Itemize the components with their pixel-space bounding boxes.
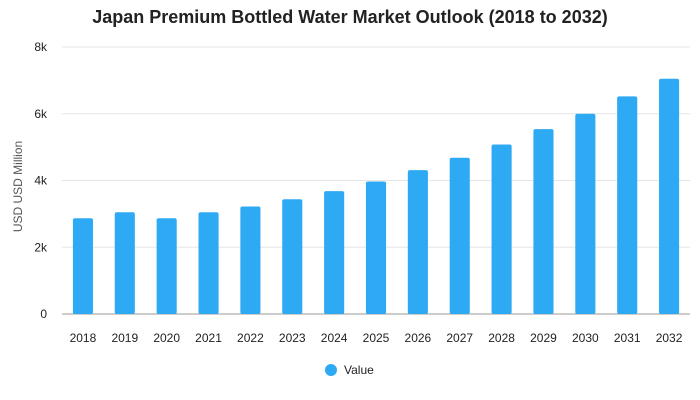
x-tick-label: 2021 bbox=[195, 331, 222, 345]
bar-2022[interactable] bbox=[240, 206, 261, 314]
x-tick-label: 2024 bbox=[321, 331, 348, 345]
x-tick-label: 2027 bbox=[446, 331, 473, 345]
chart-title: Japan Premium Bottled Water Market Outlo… bbox=[92, 7, 608, 27]
bar-2023[interactable] bbox=[282, 199, 303, 314]
legend-swatch-value bbox=[325, 364, 337, 376]
x-tick-label: 2026 bbox=[405, 331, 432, 345]
bar-2024[interactable] bbox=[324, 191, 345, 314]
y-tick-label: 8k bbox=[34, 40, 48, 54]
x-tick-label: 2031 bbox=[614, 331, 641, 345]
bar-2032[interactable] bbox=[659, 78, 680, 315]
bar-2019[interactable] bbox=[114, 212, 135, 314]
y-tick-labels: 0 2k 4k 6k 8k bbox=[34, 40, 48, 321]
y-tick-label: 4k bbox=[34, 174, 48, 188]
x-tick-label: 2018 bbox=[70, 331, 97, 345]
bar-2030[interactable] bbox=[575, 113, 596, 314]
x-tick-label: 2020 bbox=[153, 331, 180, 345]
bars bbox=[72, 78, 680, 315]
bar-2031[interactable] bbox=[617, 96, 638, 315]
bar-2020[interactable] bbox=[156, 218, 177, 314]
bar-2025[interactable] bbox=[365, 181, 387, 315]
legend-label-value: Value bbox=[344, 363, 374, 377]
x-tick-label: 2032 bbox=[656, 331, 683, 345]
bar-2026[interactable] bbox=[407, 170, 428, 314]
y-tick-label: 2k bbox=[34, 240, 48, 254]
x-tick-labels: 2018 2019 2020 2021 2022 2023 2024 2025 2026 2027… bbox=[70, 331, 683, 345]
y-axis-title: USD USD Million bbox=[11, 141, 25, 232]
bar-2021[interactable] bbox=[198, 212, 219, 314]
legend[interactable]: Value bbox=[325, 363, 374, 377]
bar-2018[interactable] bbox=[72, 218, 93, 314]
x-tick-label: 2029 bbox=[530, 331, 557, 345]
x-tick-label: 2022 bbox=[237, 331, 264, 345]
x-tick-label: 2030 bbox=[572, 331, 599, 345]
y-tick-label: 0 bbox=[40, 307, 47, 321]
x-tick-label: 2023 bbox=[279, 331, 306, 345]
y-tick-label: 6k bbox=[34, 107, 48, 121]
x-tick-label: 2025 bbox=[363, 331, 390, 345]
x-tick-label: 2019 bbox=[111, 331, 138, 345]
bar-2028[interactable] bbox=[491, 144, 512, 314]
bar-2029[interactable] bbox=[533, 129, 554, 314]
bar-2027[interactable] bbox=[449, 157, 470, 314]
x-tick-label: 2028 bbox=[488, 331, 515, 345]
